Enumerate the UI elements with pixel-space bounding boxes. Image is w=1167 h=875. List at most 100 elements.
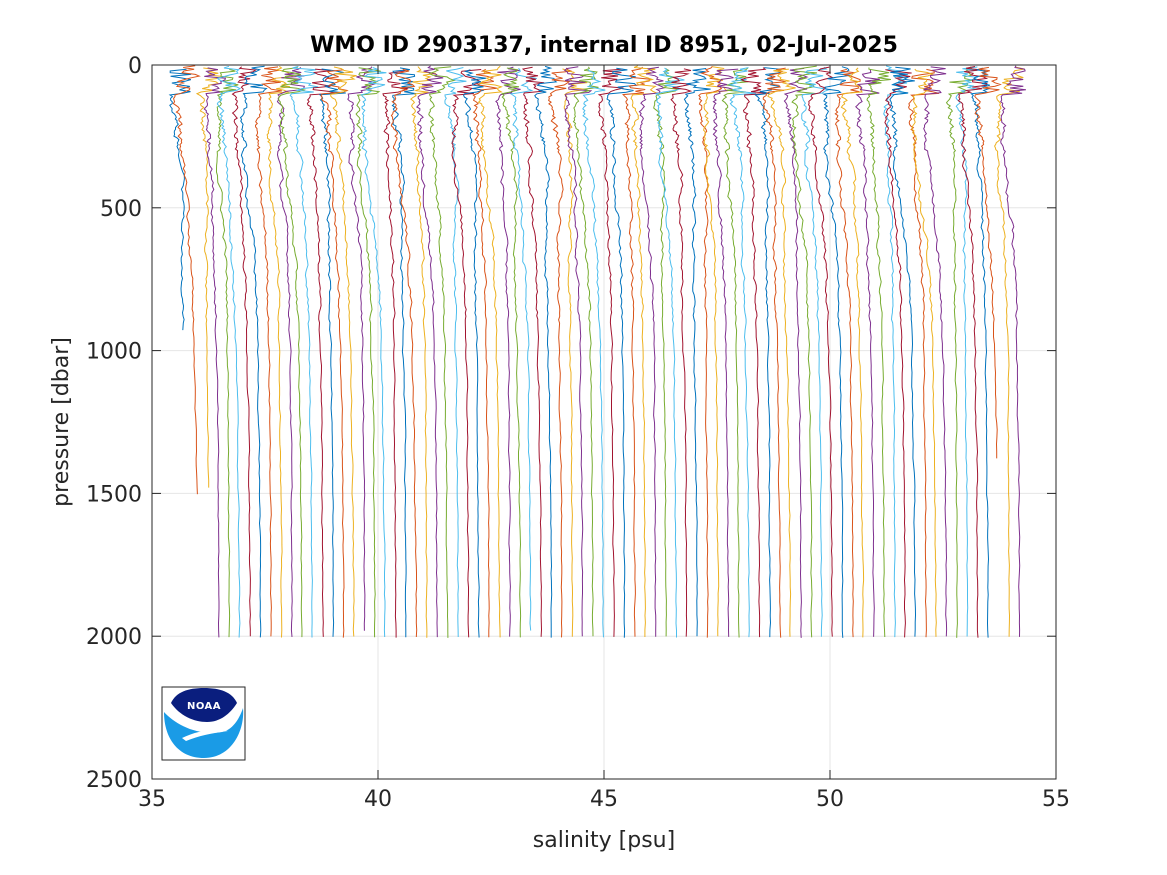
profile-line [409, 66, 437, 638]
profile-line [216, 68, 239, 638]
y-tick-label: 2000 [86, 625, 142, 650]
profile-line [306, 68, 336, 637]
profile-line [239, 65, 268, 638]
profile-line [391, 67, 417, 638]
profile-line [889, 66, 917, 637]
logo-gull [182, 729, 228, 741]
profile-line [683, 68, 711, 637]
x-tick-label: 35 [138, 787, 166, 812]
profile-line [415, 65, 444, 638]
profile-line [509, 67, 537, 631]
profile-line [572, 66, 599, 637]
x-tick-labels: 35 40 45 50 55 [138, 787, 1070, 812]
x-tick-label: 55 [1042, 787, 1070, 812]
chart-title: WMO ID 2903137, internal ID 8951, 02-Jul… [310, 33, 898, 58]
profile-line [216, 65, 242, 638]
profile-line [521, 66, 545, 637]
profile-line [347, 66, 376, 631]
profile-line [840, 67, 865, 638]
profile-line [472, 68, 498, 638]
y-tick-label: 1500 [86, 482, 142, 507]
profile-line [320, 69, 349, 638]
plot-frame [151, 64, 1057, 780]
profile-line [463, 69, 487, 638]
profile-line [808, 66, 834, 637]
profile-line [195, 67, 224, 488]
profile-line [767, 68, 796, 637]
y-axis-label: pressure [dbar] [49, 337, 74, 507]
noaa-logo: NOAA [161, 686, 246, 761]
profile-line [428, 66, 457, 638]
logo-text: NOAA [187, 701, 221, 712]
x-tick-label: 40 [364, 787, 392, 812]
profile-line [911, 68, 937, 637]
x-axis-label: salinity [psu] [533, 828, 675, 853]
profile-line [547, 67, 572, 638]
profile-line [866, 67, 891, 638]
profile-line [390, 68, 418, 638]
profile-line [638, 66, 666, 637]
profile-line [670, 68, 693, 637]
profile-line [791, 65, 818, 638]
profile-line [168, 68, 192, 331]
y-tick-label: 500 [100, 197, 142, 222]
profile-line [653, 68, 679, 637]
profile-line [276, 67, 305, 637]
y-tick-label: 1000 [86, 340, 142, 365]
profile-line [712, 68, 739, 637]
y-tick-label: 2500 [86, 768, 142, 793]
x-tick-label: 50 [816, 787, 844, 812]
profile-line [534, 65, 558, 638]
profile-line [622, 66, 652, 637]
profile-line [231, 66, 257, 637]
y-tick-label: 0 [128, 54, 142, 79]
profile-lines [168, 65, 1026, 638]
profile-line [884, 69, 912, 638]
profile-line [721, 67, 749, 638]
profile-line [703, 66, 729, 637]
profile-line [444, 67, 467, 638]
profile-line [382, 69, 409, 638]
profile-line [330, 66, 357, 637]
profile-line [783, 67, 809, 638]
profile-line [945, 66, 974, 638]
profile-line [451, 69, 482, 638]
profile-line [1000, 65, 1026, 637]
profile-line [822, 66, 852, 638]
x-tick-label: 45 [590, 787, 618, 812]
profile-line [957, 66, 989, 638]
profile-line [355, 67, 381, 638]
profile-line [762, 67, 787, 638]
profile-line [994, 66, 1025, 637]
profile-line [278, 67, 307, 638]
profile-line [495, 66, 521, 637]
profile-line [597, 68, 624, 637]
profile-line [834, 68, 861, 638]
profile-line [606, 67, 637, 638]
profile-line [923, 66, 948, 637]
profile-line [318, 68, 346, 637]
profile-line [970, 67, 991, 638]
profile-line [654, 67, 685, 638]
profile-line [582, 69, 606, 638]
logo-upper-field [171, 688, 237, 722]
profile-line [563, 66, 593, 637]
profile-line [477, 65, 503, 638]
profile-line [908, 68, 940, 638]
profile-line [974, 66, 1002, 459]
profile-line [754, 67, 782, 638]
profile-line [728, 67, 757, 638]
profile-line [203, 67, 227, 638]
profile-line [740, 67, 770, 638]
y-tick-labels: 0 500 1000 1500 2000 2500 [86, 54, 142, 793]
profile-line [698, 66, 723, 638]
profile-line [501, 67, 522, 638]
profile-line [955, 66, 979, 637]
profile-line [630, 65, 658, 637]
profile-line [289, 65, 319, 638]
profile-line [360, 67, 387, 638]
profile-line [266, 65, 295, 638]
profile-line [254, 66, 282, 637]
profile-line [801, 66, 832, 637]
